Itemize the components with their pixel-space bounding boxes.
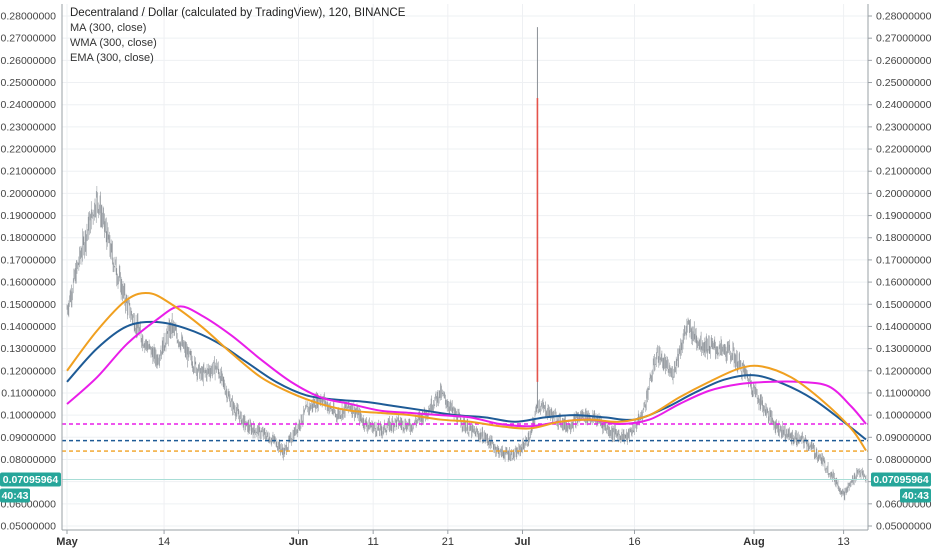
y-tick-label-right: 0.22000000 <box>876 144 932 156</box>
y-tick-label-left: 0.23000000 <box>1 121 57 133</box>
y-tick-label-left: 0.15000000 <box>1 299 57 311</box>
horizontal-lines <box>62 423 868 481</box>
y-tick-label-right: 0.24000000 <box>876 99 932 111</box>
y-tick-label-right: 0.08000000 <box>876 454 932 466</box>
y-tick-label-left: 0.27000000 <box>1 33 57 45</box>
y-tick-label-left: 0.24000000 <box>1 99 57 111</box>
last-price-label-left-bg <box>0 472 61 487</box>
series-line-1[interactable] <box>66 305 867 428</box>
x-tick-label: 11 <box>367 536 378 548</box>
y-tick-label-right: 0.09000000 <box>876 432 932 444</box>
y-tick-label-left: 0.22000000 <box>1 144 57 156</box>
legend-entry-wma[interactable]: WMA (300, close) <box>70 37 157 49</box>
countdown-label-left: 40:43 <box>2 490 29 502</box>
last-price-label-left: 0.07095964 <box>3 474 59 486</box>
countdown-label-right-bg <box>900 488 931 503</box>
axes: 0.28000000 0.28000000 0.27000000 0.27000000… <box>0 4 932 548</box>
last-price-label-right: 0.07095964 <box>873 474 929 486</box>
candles <box>66 27 867 501</box>
y-tick-label-right: 0.12000000 <box>876 365 932 377</box>
series-line-2[interactable] <box>66 291 867 452</box>
y-tick-label-right: 0.27000000 <box>876 33 932 45</box>
legend: Decentraland / Dollar (calculated by Tra… <box>70 6 405 66</box>
y-tick-label-left: 0.13000000 <box>1 343 57 355</box>
chart-title: Decentraland / Dollar (calculated by Tra… <box>70 7 406 19</box>
legend-entry-ma[interactable]: MA (300, close) <box>70 22 147 34</box>
grid <box>62 4 868 530</box>
y-tick-label-left: 0.14000000 <box>1 321 57 333</box>
y-tick-label-left: 0.12000000 <box>1 365 57 377</box>
indicator-lines <box>66 291 867 452</box>
y-tick-label-left: 0.21000000 <box>1 166 57 178</box>
y-tick-label-left: 0.28000000 <box>1 11 57 23</box>
y-tick-label-right: 0.25000000 <box>876 77 932 89</box>
y-tick-label-right: 0.28000000 <box>876 11 932 23</box>
y-tick-label-left: 0.16000000 <box>1 277 57 289</box>
y-tick-label-right: 0.20000000 <box>876 188 932 200</box>
spike-candle-body <box>536 98 539 382</box>
y-tick-label-right: 0.13000000 <box>876 343 932 355</box>
y-tick-label-left: 0.18000000 <box>1 232 57 244</box>
y-tick-label-right: 0.23000000 <box>876 121 932 133</box>
y-tick-label-left: 0.09000000 <box>1 432 57 444</box>
y-tick-label-right: 0.14000000 <box>876 321 932 333</box>
x-tick-label: Jul <box>515 536 531 548</box>
y-tick-label-left: 0.11000000 <box>1 387 56 399</box>
x-tick-label: Jun <box>289 536 309 548</box>
countdown-label-right: 40:43 <box>902 490 929 502</box>
y-tick-label-right: 0.26000000 <box>876 55 932 67</box>
y-tick-label-left: 0.10000000 <box>1 410 57 422</box>
y-tick-label-left: 0.25000000 <box>1 77 57 89</box>
legend-entry-ema[interactable]: EMA (300, close) <box>70 52 154 64</box>
y-tick-label-right: 0.15000000 <box>876 299 932 311</box>
y-tick-label-right: 0.18000000 <box>876 232 932 244</box>
y-tick-label-left: 0.08000000 <box>1 454 57 466</box>
x-tick-label: Aug <box>743 536 764 548</box>
y-tick-label-left: 0.05000000 <box>1 521 57 533</box>
y-tick-label-right: 0.05000000 <box>876 521 932 533</box>
series-line-0[interactable] <box>66 320 867 441</box>
x-tick-label: 16 <box>628 536 640 548</box>
countdown-label-left-bg <box>0 488 30 503</box>
x-tick-label: May <box>56 536 78 548</box>
y-tick-label-right: 0.19000000 <box>876 210 932 222</box>
y-tick-label-left: 0.20000000 <box>1 188 57 200</box>
y-tick-label-right: 0.10000000 <box>876 410 932 422</box>
y-tick-label-right: 0.16000000 <box>876 277 932 289</box>
y-tick-label-right: 0.21000000 <box>876 166 932 178</box>
x-tick-label: 13 <box>837 536 849 548</box>
y-tick-label-left: 0.17000000 <box>1 254 57 266</box>
last-price-label-right-bg <box>871 472 931 487</box>
y-tick-label-left: 0.26000000 <box>1 55 57 67</box>
x-tick-label: 14 <box>158 536 170 548</box>
y-tick-label-right: 0.17000000 <box>876 254 932 266</box>
x-tick-label: 21 <box>442 536 454 548</box>
y-tick-label-right: 0.11000000 <box>876 387 931 399</box>
y-tick-label-left: 0.19000000 <box>1 210 57 222</box>
